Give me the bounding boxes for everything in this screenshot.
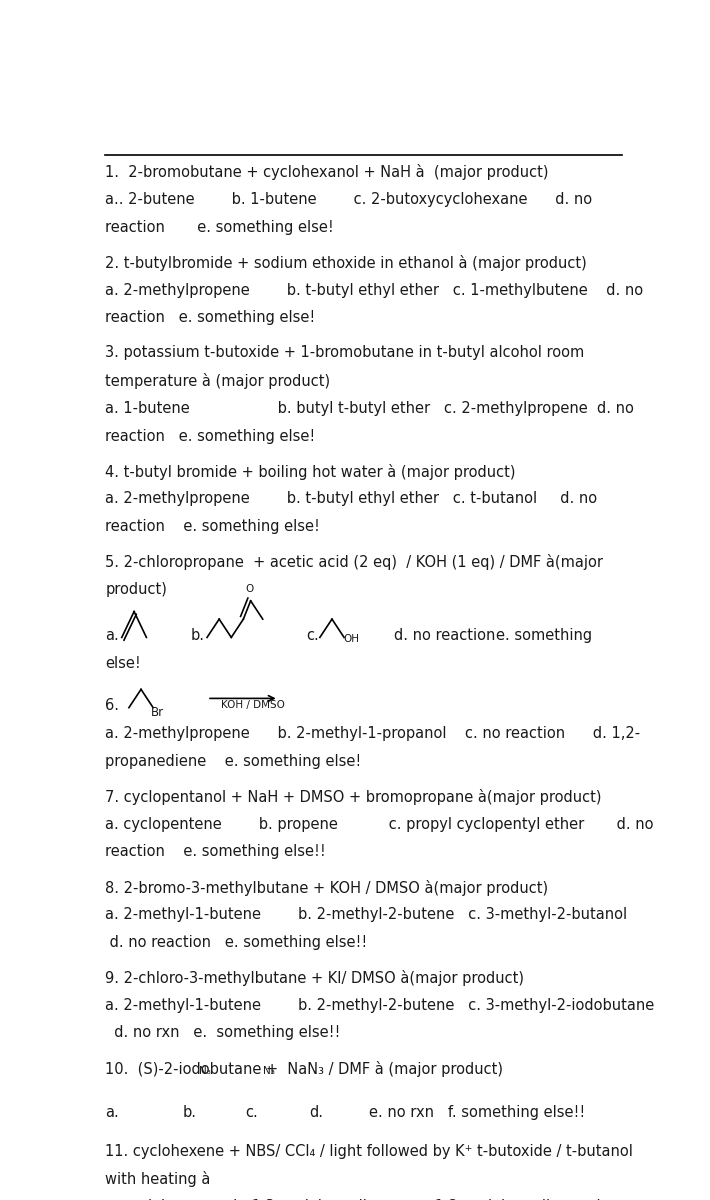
Text: KOH / DMSO: KOH / DMSO bbox=[221, 701, 285, 710]
Text: 5. 2-chloropropane  + acetic acid (2 eq)  / KOH (1 eq) / DMF à(major: 5. 2-chloropropane + acetic acid (2 eq) … bbox=[105, 554, 604, 570]
Text: reaction   e. something else!: reaction e. something else! bbox=[105, 311, 315, 325]
Text: a. 1-butene                   b. butyl t-butyl ether   c. 2-methylpropene  d. no: a. 1-butene b. butyl t-butyl ether c. 2-… bbox=[105, 401, 634, 416]
Text: a. 2-methylpropene      b. 2-methyl-1-propanol    c. no reaction      d. 1,2-: a. 2-methylpropene b. 2-methyl-1-propano… bbox=[105, 726, 640, 742]
Text: reaction       e. something else!: reaction e. something else! bbox=[105, 220, 334, 235]
Text: temperature à (major product): temperature à (major product) bbox=[105, 373, 330, 389]
Text: reaction    e. something else!: reaction e. something else! bbox=[105, 520, 320, 534]
Text: a. 2-methyl-1-butene        b. 2-methyl-2-butene   c. 3-methyl-2-butanol: a. 2-methyl-1-butene b. 2-methyl-2-buten… bbox=[105, 907, 628, 923]
Text: product): product) bbox=[105, 582, 167, 596]
Text: 10.  (S)-2-iodobutane +  NaN₃ / DMF à (major product): 10. (S)-2-iodobutane + NaN₃ / DMF à (maj… bbox=[105, 1061, 503, 1076]
Text: 4. t-butyl bromide + boiling hot water à (major product): 4. t-butyl bromide + boiling hot water à… bbox=[105, 463, 515, 480]
Text: O: O bbox=[245, 584, 253, 594]
Text: d. no rxn   e.  something else!!: d. no rxn e. something else!! bbox=[105, 1026, 341, 1040]
Text: e. no rxn   f. something else!!: e. no rxn f. something else!! bbox=[369, 1105, 586, 1120]
Text: with heating à: with heating à bbox=[105, 1171, 211, 1188]
Text: a.. 2-butene        b. 1-butene        c. 2-butoxycyclohexane      d. no: a.. 2-butene b. 1-butene c. 2-butoxycycl… bbox=[105, 192, 592, 208]
Text: a. 2-methylpropene        b. t-butyl ethyl ether   c. 1-methylbutene    d. no: a. 2-methylpropene b. t-butyl ethyl ethe… bbox=[105, 283, 643, 298]
Text: else!: else! bbox=[105, 656, 141, 671]
Polygon shape bbox=[266, 1080, 273, 1103]
Text: 7. cyclopentanol + NaH + DMSO + bromopropane à(major product): 7. cyclopentanol + NaH + DMSO + bromopro… bbox=[105, 788, 602, 805]
Text: Br: Br bbox=[151, 706, 164, 719]
Text: propanediene    e. something else!: propanediene e. something else! bbox=[105, 754, 361, 769]
Text: a. 2-methylpropene        b. t-butyl ethyl ether   c. t-butanol     d. no: a. 2-methylpropene b. t-butyl ethyl ethe… bbox=[105, 492, 597, 506]
Text: e. something: e. something bbox=[496, 628, 592, 643]
Text: OH: OH bbox=[343, 634, 359, 643]
Text: N₃: N₃ bbox=[200, 1066, 212, 1076]
Text: d. no reaction   e. something else!!: d. no reaction e. something else!! bbox=[105, 935, 368, 950]
Text: 11. cyclohexene + NBS/ CCl₄ / light followed by K⁺ t-butoxide / t-butanol: 11. cyclohexene + NBS/ CCl₄ / light foll… bbox=[105, 1144, 633, 1159]
Text: a.: a. bbox=[105, 1105, 119, 1120]
Text: 8. 2-bromo-3-methylbutane + KOH / DMSO à(major product): 8. 2-bromo-3-methylbutane + KOH / DMSO à… bbox=[105, 880, 548, 895]
Text: a.: a. bbox=[105, 628, 119, 643]
Text: c.: c. bbox=[246, 1105, 258, 1120]
Text: b.: b. bbox=[190, 628, 204, 643]
Text: reaction   e. something else!: reaction e. something else! bbox=[105, 428, 315, 444]
Text: 2. t-butylbromide + sodium ethoxide in ethanol à (major product): 2. t-butylbromide + sodium ethoxide in e… bbox=[105, 254, 587, 271]
Text: 1.  2-bromobutane + cyclohexanol + NaH à  (major product): 1. 2-bromobutane + cyclohexanol + NaH à … bbox=[105, 164, 549, 180]
Text: 6.: 6. bbox=[105, 698, 119, 714]
Text: d. no reaction: d. no reaction bbox=[394, 628, 496, 643]
Text: c.: c. bbox=[306, 628, 319, 643]
Text: 3. potassium t-butoxide + 1-bromobutane in t-butyl alcohol room: 3. potassium t-butoxide + 1-bromobutane … bbox=[105, 346, 584, 360]
Text: N₃: N₃ bbox=[263, 1066, 275, 1076]
Text: reaction    e. something else!!: reaction e. something else!! bbox=[105, 845, 326, 859]
Text: d.: d. bbox=[309, 1105, 323, 1120]
Text: a. cyclopentene        b. propene           c. propyl cyclopentyl ether       d.: a. cyclopentene b. propene c. propyl cyc… bbox=[105, 817, 654, 832]
Text: 9. 2-chloro-3-methylbutane + KI/ DMSO à(major product): 9. 2-chloro-3-methylbutane + KI/ DMSO à(… bbox=[105, 970, 524, 986]
Text: b.: b. bbox=[182, 1105, 196, 1120]
Text: a. 2-methyl-1-butene        b. 2-methyl-2-butene   c. 3-methyl-2-iodobutane: a. 2-methyl-1-butene b. 2-methyl-2-buten… bbox=[105, 997, 655, 1013]
